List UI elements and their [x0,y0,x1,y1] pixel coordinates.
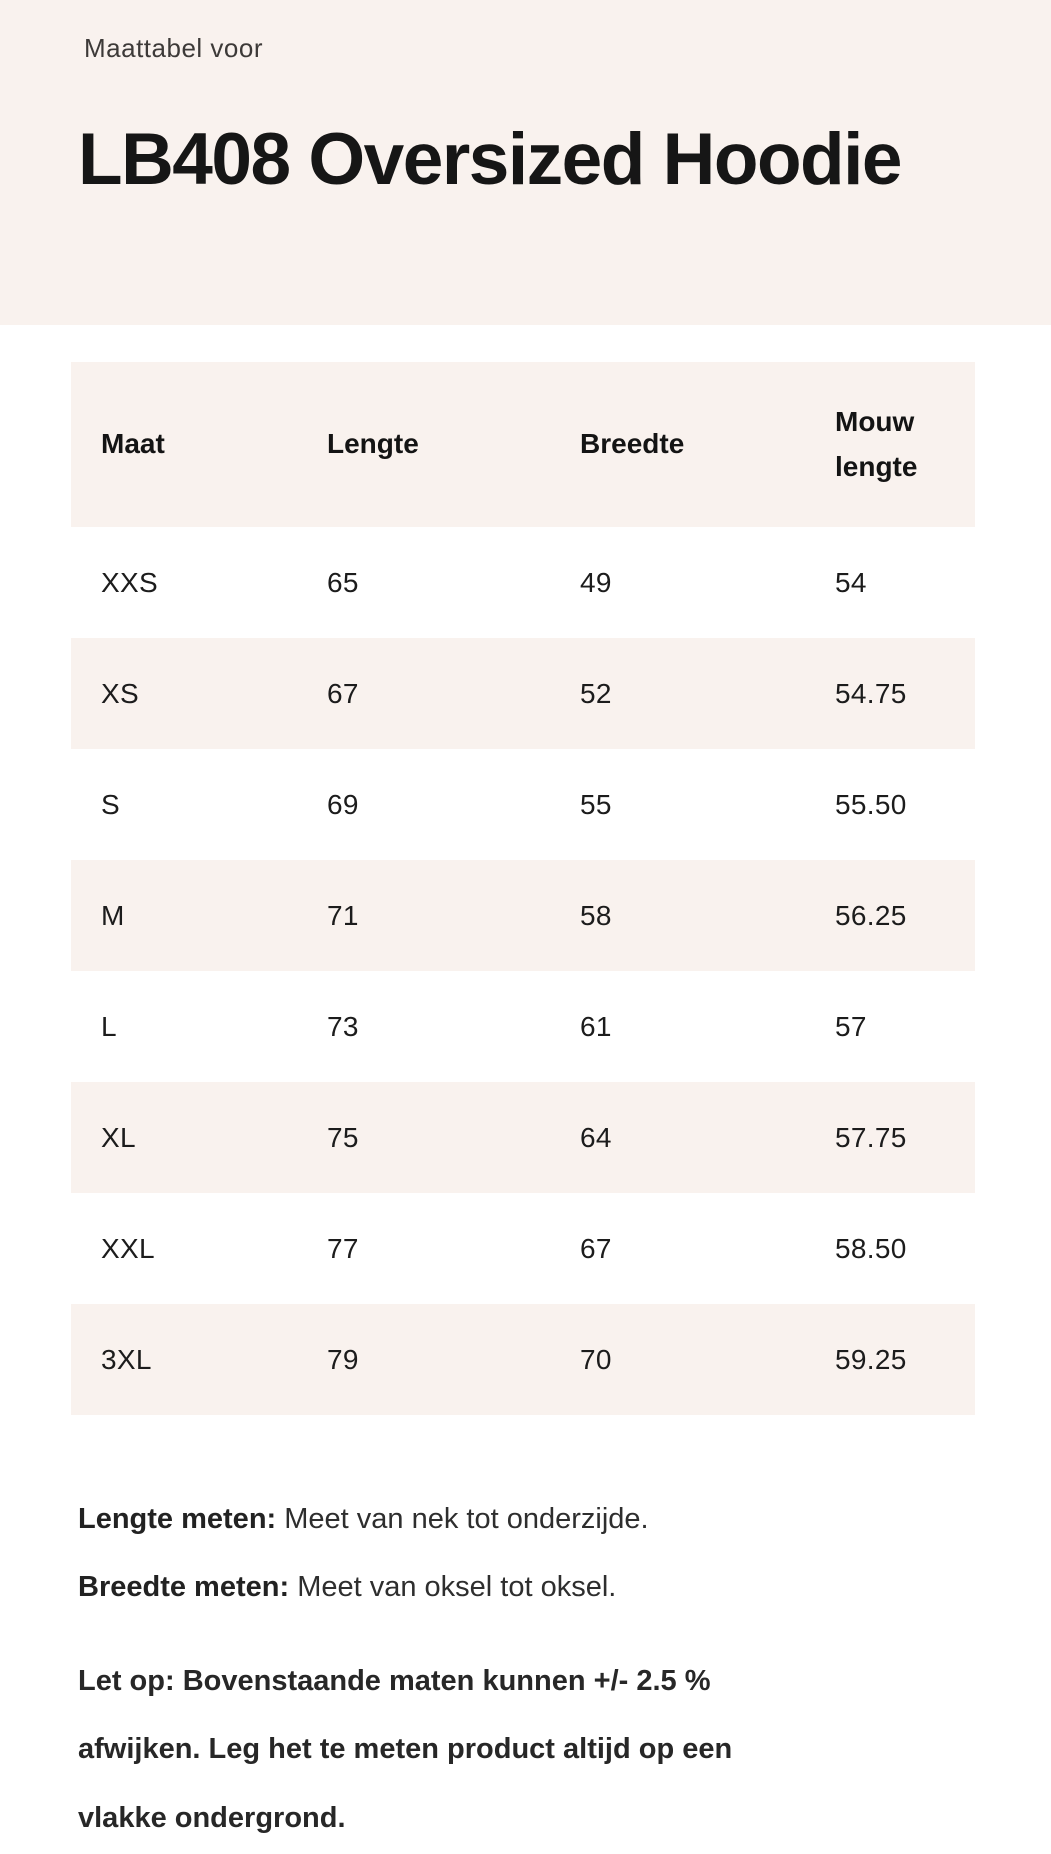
cell-size: XS [101,677,139,709]
cell-size: M [101,899,125,931]
measurement-notes: Lengte meten: Meet van nek tot onderzijd… [71,1485,980,1852]
table-row-3xl: 3XL 79 70 59.25 [71,1304,975,1415]
cell-length: 73 [327,1010,359,1042]
cell-sleeve: 59.25 [835,1343,907,1375]
cell-length: 79 [327,1343,359,1375]
cell-width: 55 [580,788,612,820]
main-content: Maat Lengte Breedte Mouw lengte XXS 65 4… [0,362,1051,1852]
cell-size: S [101,788,120,820]
cell-size: 3XL [101,1343,152,1375]
page-header: Maattabel voor LB408 Oversized Hoodie [0,0,1051,325]
cell-size: XXS [101,566,158,598]
cell-width: 67 [580,1232,612,1264]
cell-width: 64 [580,1121,612,1153]
tolerance-warning-line: vlakke ondergrond. [78,1801,346,1834]
cell-sleeve: 55.50 [835,788,907,820]
cell-width: 52 [580,677,612,709]
cell-size: L [101,1010,117,1042]
table-row-xxs: XXS 65 49 54 [71,527,975,638]
column-header-breedte: Breedte [580,428,685,460]
cell-width: 49 [580,566,612,598]
measuring-instructions: Lengte meten: Meet van nek tot onderzijd… [78,1485,980,1621]
width-instruction-text: Meet van oksel tot oksel. [297,1571,617,1604]
table-row-xs: XS 67 52 54.75 [71,638,975,749]
cell-sleeve: 54 [835,566,867,598]
tolerance-warning-line: Let op: Bovenstaande maten kunnen +/- 2.… [78,1665,711,1698]
width-instruction-label: Breedte meten: [78,1571,290,1604]
table-row-m: M 71 58 56.25 [71,860,975,971]
cell-sleeve: 56.25 [835,899,907,931]
cell-sleeve: 54.75 [835,677,907,709]
length-instruction: Lengte meten: Meet van nek tot onderzijd… [78,1485,980,1553]
page-title: LB408 Oversized Hoodie [78,119,903,200]
size-table-header: Maat Lengte Breedte Mouw lengte [71,362,975,527]
length-instruction-label: Lengte meten: [78,1503,277,1535]
cell-length: 71 [327,899,359,931]
header-row: Maat Lengte Breedte Mouw lengte [71,362,975,527]
table-row-l: L 73 61 57 [71,971,975,1082]
column-header-mouwlengte: Mouw lengte [835,405,918,482]
table-row-xxl: XXL 77 67 58.50 [71,1193,975,1304]
table-row-s: S 69 55 55.50 [71,749,975,860]
tolerance-warning-line: afwijken. Leg het te meten product altij… [78,1733,733,1766]
size-table: Maat Lengte Breedte Mouw lengte XXS 65 4… [71,362,975,1415]
table-row-xl: XL 75 64 57.75 [71,1082,975,1193]
cell-length: 75 [327,1121,359,1153]
cell-length: 67 [327,677,359,709]
column-header-lengte: Lengte [327,428,419,460]
cell-sleeve: 57 [835,1010,867,1042]
cell-size: XXL [101,1232,155,1264]
tolerance-warning: Let op: Bovenstaande maten kunnen +/- 2.… [78,1647,980,1851]
cell-sleeve: 58.50 [835,1232,907,1264]
size-table-body: XXS 65 49 54 XS 67 52 54.75 S 69 55 55.5… [71,527,975,1415]
cell-width: 61 [580,1010,612,1042]
length-instruction-text: Meet van nek tot onderzijde. [284,1503,649,1535]
eyebrow-label: Maattabel voor [84,33,263,63]
cell-width: 58 [580,899,612,931]
cell-length: 65 [327,566,359,598]
cell-length: 77 [327,1232,359,1264]
cell-size: XL [101,1121,136,1153]
cell-length: 69 [327,788,359,820]
cell-sleeve: 57.75 [835,1121,907,1153]
column-header-maat: Maat [101,428,165,460]
cell-width: 70 [580,1343,612,1375]
width-instruction: Breedte meten: Meet van oksel tot oksel. [78,1553,980,1621]
